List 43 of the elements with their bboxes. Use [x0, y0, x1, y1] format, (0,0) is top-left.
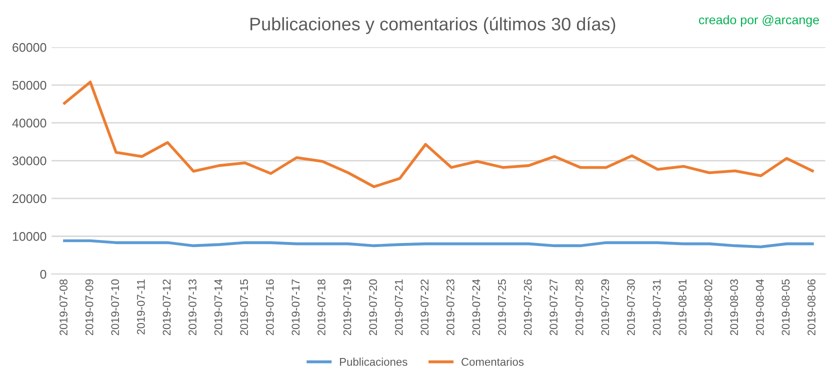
x-tick-label: 2019-07-10: [111, 279, 120, 336]
x-tick-label: 2019-07-20: [369, 279, 377, 336]
x-tick-label: 2019-07-24: [472, 279, 480, 336]
x-tick-label: 2019-08-06: [808, 279, 816, 336]
y-tick-label: 50000: [12, 80, 46, 90]
x-tick-label: 2019-07-31: [652, 279, 661, 336]
text: creado por @arcange: [698, 15, 819, 27]
x-tick-label: 2019-07-21: [394, 279, 403, 336]
x-tick-label: 2019-07-22: [420, 279, 429, 336]
x-tick-label: 2019-08-05: [782, 279, 790, 336]
x-tick-label: 2019-08-03: [730, 279, 738, 336]
x-tick-label: 2019-07-30: [627, 279, 635, 336]
y-tick-label: 10000: [12, 232, 46, 241]
y-tick-label: 30000: [12, 156, 46, 166]
line-series: [63, 80, 814, 188]
x-tick-label: 2019-07-28: [575, 279, 584, 336]
x-tick-label: 2019-07-16: [266, 279, 274, 336]
y-tick-label: 20000: [12, 194, 46, 204]
x-tick-label: 2019-07-08: [60, 279, 68, 336]
x-tick-label: 2019-07-17: [292, 279, 300, 336]
x-tick-label: 2019-07-25: [498, 279, 506, 336]
x-tick-label: 2019-08-04: [756, 279, 764, 336]
x-tick-label: 2019-08-02: [704, 279, 712, 336]
x-tick-label: 2019-07-27: [550, 279, 558, 336]
x-tick-label: 2019-07-11: [136, 279, 145, 334]
y-tick-label: 0: [40, 270, 46, 279]
x-tick-label: 2019-07-19: [343, 279, 352, 336]
x-tick-label: 2019-07-15: [240, 279, 248, 336]
x-tick-label: 2019-07-23: [446, 279, 454, 336]
x-tick-label: 2019-07-14: [214, 279, 222, 336]
y-tick-label: 40000: [12, 118, 46, 128]
legend-label: Comentarios: [462, 358, 524, 366]
x-tick-label: 2019-07-29: [601, 279, 610, 336]
x-tick-label: 2019-07-18: [318, 279, 326, 336]
x-tick-label: 2019-07-26: [524, 279, 532, 336]
x-tick-label: 2019-07-09: [85, 279, 94, 336]
chart-title: Publicaciones y comentarios (últimos 30 días): [250, 17, 616, 34]
x-tick-label: 2019-07-12: [162, 279, 171, 336]
x-tick-label: 2019-07-13: [188, 279, 196, 336]
line-series: [63, 239, 814, 248]
y-tick-label: 60000: [12, 43, 46, 52]
x-tick-label: 2019-08-01: [678, 279, 686, 336]
legend-label: Publicaciones: [340, 358, 408, 366]
